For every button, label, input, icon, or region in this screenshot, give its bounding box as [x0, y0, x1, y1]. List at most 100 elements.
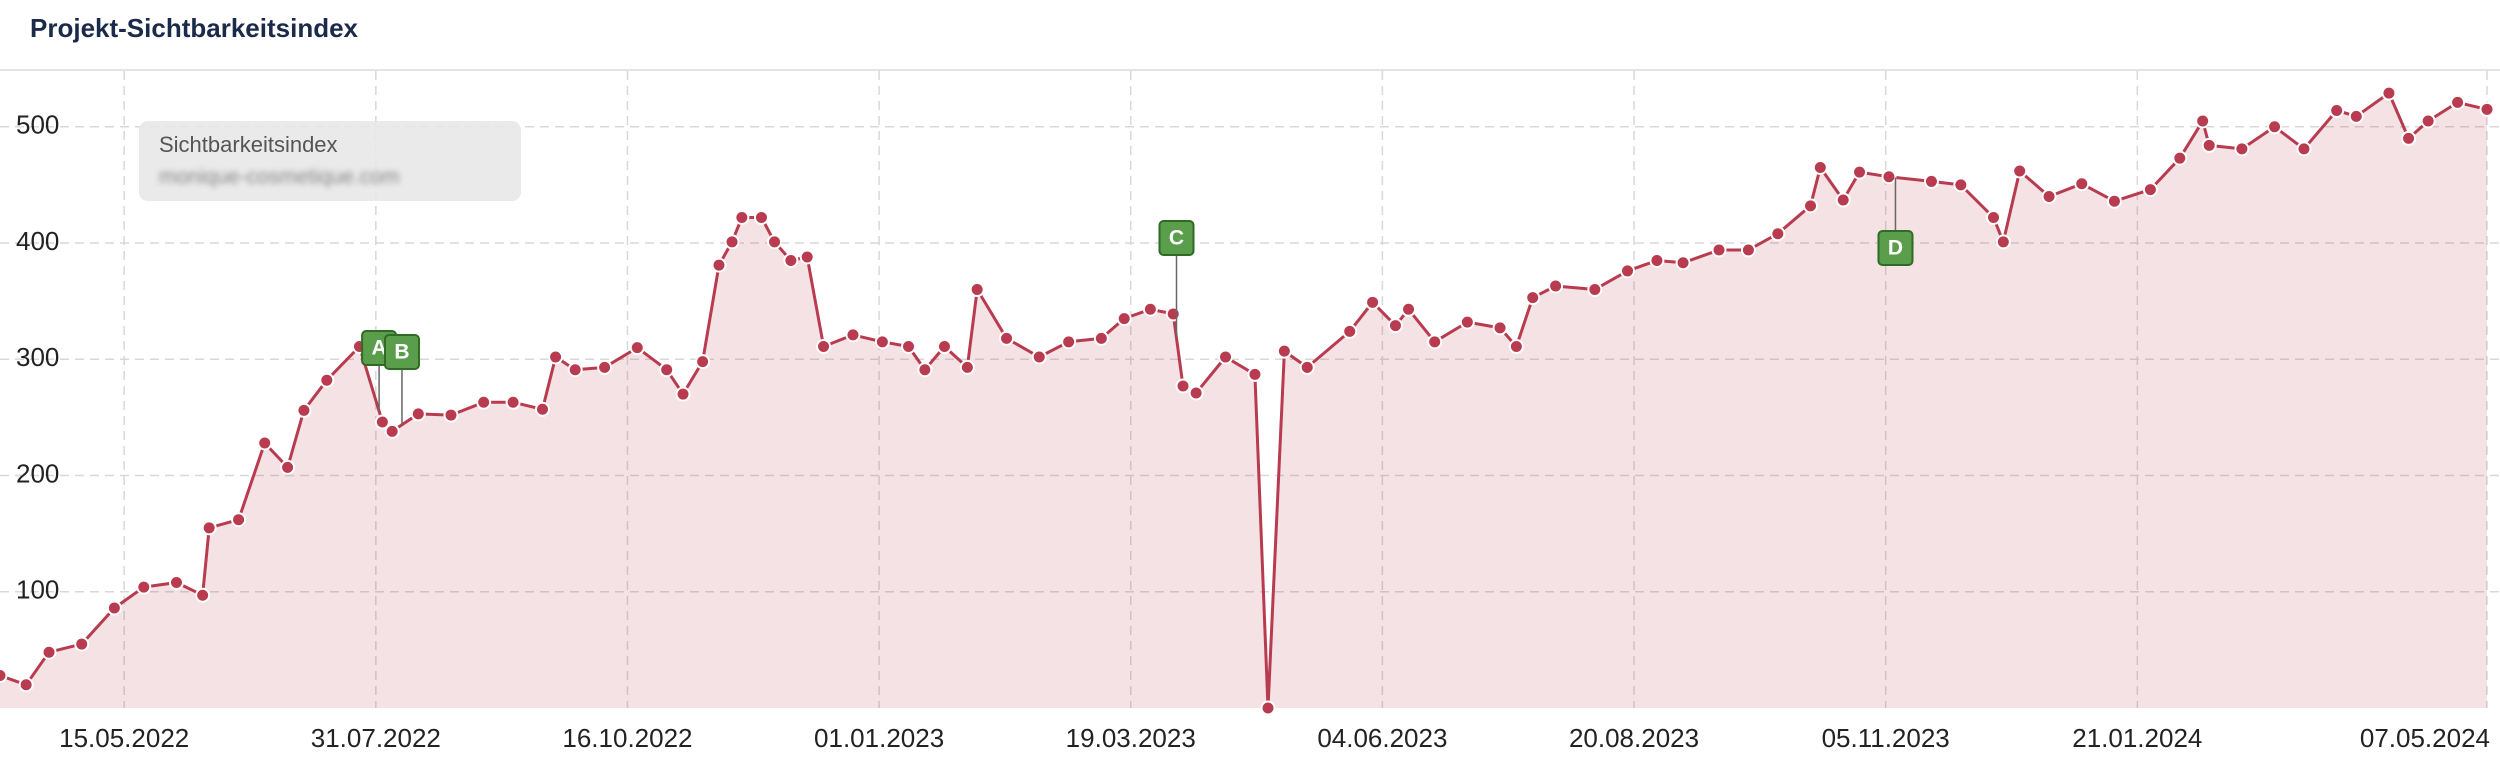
point — [845, 327, 861, 343]
point — [443, 407, 459, 423]
x-tick-label: 31.07.2022 — [311, 723, 441, 753]
point — [1803, 198, 1819, 214]
point — [106, 600, 122, 616]
point — [724, 234, 740, 250]
event-label: C — [1169, 227, 1184, 250]
point — [1401, 301, 1417, 317]
point — [799, 249, 815, 265]
x-tick-label: 15.05.2022 — [59, 723, 189, 753]
point — [2450, 94, 2466, 110]
point — [1247, 366, 1263, 382]
point — [1276, 343, 1292, 359]
chart-title: Projekt-Sichtbarkeitsindex — [30, 13, 359, 43]
x-tick-label: 05.11.2023 — [1822, 723, 1950, 753]
point — [319, 372, 335, 388]
legend: Sichtbarkeitsindex monique-cosmetique.co… — [139, 121, 521, 201]
point — [1387, 318, 1403, 334]
event-flag — [1158, 220, 1195, 256]
point — [2172, 150, 2188, 166]
point — [1188, 385, 1204, 401]
point — [2296, 141, 2312, 157]
point — [2201, 137, 2217, 153]
point — [2348, 108, 2364, 124]
point — [2329, 103, 2345, 119]
point — [1953, 177, 1969, 193]
header — [0, 0, 2500, 70]
x-tick-label: 07.05.2024 — [2360, 723, 2490, 753]
point — [1061, 334, 1077, 350]
point — [1260, 700, 1276, 716]
point — [901, 338, 917, 354]
point — [629, 340, 645, 356]
point — [1525, 290, 1541, 306]
x-tick-label: 16.10.2022 — [562, 723, 692, 753]
point — [505, 394, 521, 410]
point — [2401, 130, 2417, 146]
point — [711, 257, 727, 273]
x-tick-label: 20.08.2023 — [1569, 723, 1699, 753]
point — [783, 252, 799, 268]
point — [1852, 164, 1868, 180]
point — [917, 362, 933, 378]
point — [734, 209, 750, 225]
point — [280, 459, 296, 475]
point — [136, 579, 152, 595]
event-flag — [1877, 230, 1914, 266]
point — [999, 330, 1015, 346]
y-tick-label: 100 — [16, 575, 59, 605]
point — [1675, 255, 1691, 271]
point — [2041, 189, 2057, 205]
point — [1835, 192, 1851, 208]
point — [168, 574, 184, 590]
point — [675, 386, 691, 402]
point — [74, 636, 90, 652]
point — [959, 359, 975, 375]
event-label: A — [372, 337, 387, 360]
point — [1508, 338, 1524, 354]
point — [1711, 242, 1727, 258]
point — [1165, 306, 1181, 322]
point — [816, 338, 832, 354]
point — [753, 209, 769, 225]
point — [2381, 85, 2397, 101]
point — [1342, 323, 1358, 339]
point — [41, 644, 57, 660]
point — [374, 414, 390, 430]
point — [1299, 359, 1315, 375]
y-tick-label: 400 — [16, 226, 59, 256]
point — [296, 402, 312, 418]
point — [1142, 301, 1158, 317]
y-tick-label: 300 — [16, 342, 59, 372]
point — [1619, 263, 1635, 279]
legend-title: Sichtbarkeitsindex — [159, 132, 338, 157]
y-tick-label: 500 — [16, 110, 59, 140]
point — [2267, 119, 2283, 135]
point — [1881, 169, 1897, 185]
y-tick-label: 200 — [16, 458, 59, 488]
point — [1995, 234, 2011, 250]
point — [1986, 209, 2002, 225]
point — [2195, 113, 2211, 129]
event-label: B — [394, 341, 409, 364]
point — [659, 362, 675, 378]
point — [567, 362, 583, 378]
point — [195, 587, 211, 603]
point — [695, 354, 711, 370]
point — [2106, 193, 2122, 209]
point — [767, 234, 783, 250]
point — [18, 677, 34, 693]
point — [1587, 282, 1603, 298]
point — [874, 334, 890, 350]
point — [1740, 242, 1756, 258]
point — [257, 435, 273, 451]
event-flag — [383, 334, 420, 370]
point — [2420, 113, 2436, 129]
point — [1770, 226, 1786, 242]
event-label: D — [1888, 237, 1903, 260]
point — [1093, 330, 1109, 346]
point — [1116, 311, 1132, 327]
point — [384, 423, 400, 439]
plot: 100 200 300 400 500 15.05.2022 31.07.2022 16.10… — [0, 71, 2500, 753]
x-tick-label: 19.03.2023 — [1066, 723, 1196, 753]
